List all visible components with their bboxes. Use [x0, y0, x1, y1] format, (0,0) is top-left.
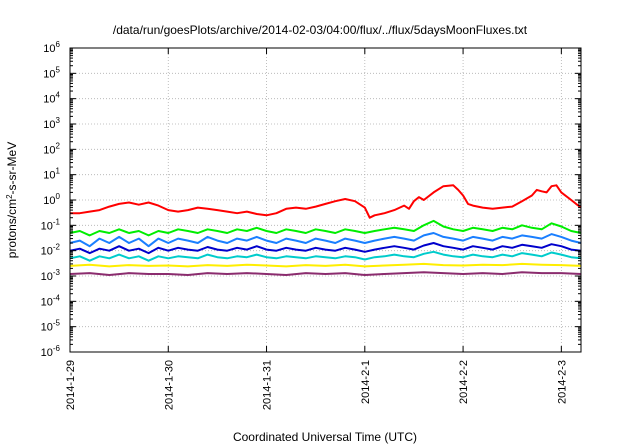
y-tick-label-exponent: -3: [53, 268, 61, 277]
series-line-1: [70, 184, 582, 219]
x-axis-label: Coordinated Universal Time (UTC): [233, 430, 417, 444]
y-tick-label-base: 10: [41, 296, 53, 308]
y-tick-label-base: 10: [43, 170, 55, 182]
x-tick-label: 2014-2-3: [556, 360, 568, 404]
series-line-6: [69, 262, 582, 268]
x-tick-label: 2014-2-2: [458, 360, 470, 404]
series-line-5: [69, 250, 582, 262]
y-tick-label: 104: [43, 91, 60, 106]
y-axis-label: protons/cm2-s-sr-MeV: [5, 142, 20, 258]
x-axis-ticks: 2014-1-29 2014-1-30 2014-1-31 2014-2-1 2014-…: [65, 48, 568, 410]
y-tick-label-exponent: -5: [53, 319, 61, 328]
y-tick-label-exponent: -4: [53, 293, 61, 302]
y-axis-label-sup: 2: [5, 194, 14, 199]
x-tick-label: 2014-2-1: [360, 360, 372, 404]
chart-title: /data/run/goesPlots/archive/2014-02-03/0…: [113, 23, 528, 37]
y-tick-label-base: 10: [43, 43, 55, 55]
y-tick-label: 105: [43, 65, 60, 80]
y-tick-label-base: 10: [43, 94, 55, 106]
x-tick-label: 2014-1-29: [65, 360, 77, 410]
y-tick-label-exponent: -2: [53, 243, 61, 252]
x-tick-label: 2014-1-30: [163, 360, 175, 410]
series-line-3: [69, 232, 582, 248]
y-tick-label: 106: [43, 40, 60, 55]
y-tick-label-base: 10: [43, 68, 55, 80]
y-tick-label: 101: [43, 167, 60, 182]
y-tick-label-exponent: 4: [56, 91, 61, 100]
y-tick-label-exponent: 5: [56, 65, 61, 74]
y-tick-label-exponent: 6: [56, 40, 61, 49]
y-tick-label-base: 10: [41, 220, 53, 232]
y-tick-label-exponent: 0: [56, 192, 61, 201]
y-tick-label-base: 10: [41, 347, 53, 359]
y-tick-label-exponent: 1: [56, 167, 61, 176]
y-tick-label-exponent: 3: [56, 116, 61, 125]
y-axis-ticks: 10-610-510-410-310-210-11001011021031041…: [41, 40, 581, 359]
y-tick-label: 10-2: [41, 243, 61, 258]
series-line-2: [69, 219, 582, 237]
y-tick-label: 10-1: [41, 217, 61, 232]
series-line-7: [69, 271, 582, 276]
y-axis-label-base: protons/cm: [5, 199, 19, 258]
y-tick-label-exponent: 2: [56, 141, 61, 150]
y-tick-label-base: 10: [43, 119, 55, 131]
y-tick-label-base: 10: [43, 144, 55, 156]
y-tick-label: 10-4: [41, 293, 61, 308]
y-tick-label-base: 10: [41, 271, 53, 283]
y-tick-label: 102: [43, 141, 60, 156]
y-tick-label: 10-6: [41, 344, 61, 359]
grid-lines: [70, 48, 581, 352]
y-tick-label: 100: [43, 192, 60, 207]
y-tick-label-base: 10: [41, 322, 53, 334]
series-line-4: [69, 242, 582, 255]
y-tick-label: 10-5: [41, 319, 61, 334]
y-tick-label-exponent: -6: [53, 344, 61, 353]
y-tick-label-base: 10: [41, 246, 53, 258]
x-tick-label: 2014-1-31: [262, 360, 274, 410]
series-lines: [69, 184, 582, 276]
y-tick-label-base: 10: [43, 195, 55, 207]
y-axis-label-rest: -s-sr-MeV: [5, 142, 19, 195]
y-tick-label-exponent: -1: [53, 217, 61, 226]
y-tick-label: 10-3: [41, 268, 61, 283]
y-tick-label: 103: [43, 116, 60, 131]
